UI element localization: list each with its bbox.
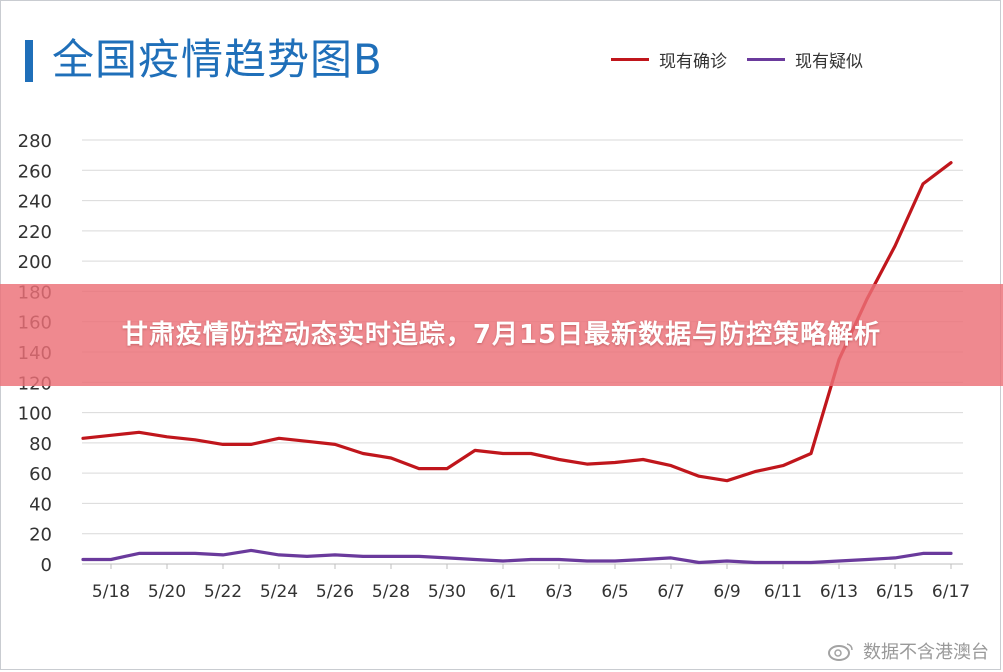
x-tick-label: 5/30 xyxy=(428,582,466,602)
y-tick-label: 40 xyxy=(29,494,52,515)
y-tick-label: 280 xyxy=(18,131,52,152)
x-tick-label: 5/26 xyxy=(316,582,354,602)
x-tick-label: 6/7 xyxy=(657,582,684,602)
x-tick-label: 6/9 xyxy=(713,582,740,602)
legend-swatch-suspected xyxy=(747,58,785,61)
series-line-suspected xyxy=(81,548,953,565)
y-tick-label: 20 xyxy=(29,525,52,546)
x-tick-label: 6/3 xyxy=(545,582,572,602)
legend-item-confirmed: 现有确诊 xyxy=(611,47,727,72)
y-tick-label: 200 xyxy=(18,252,52,273)
y-tick-label: 240 xyxy=(18,192,52,213)
x-tick-label: 6/13 xyxy=(820,582,858,602)
y-tick-label: 100 xyxy=(18,404,52,425)
x-tick-label: 5/20 xyxy=(148,582,186,602)
series-line-confirmed xyxy=(81,161,953,483)
y-tick-label: 80 xyxy=(29,434,52,455)
x-tick-label: 6/15 xyxy=(876,582,914,602)
x-tick-label: 5/18 xyxy=(92,582,130,602)
legend-item-suspected: 现有疑似 xyxy=(747,47,863,72)
y-tick-label: 60 xyxy=(29,464,52,485)
x-tick-label: 5/24 xyxy=(260,582,298,602)
x-tick-label: 5/28 xyxy=(372,582,410,602)
y-tick-label: 260 xyxy=(18,161,52,182)
x-tick-label: 6/5 xyxy=(601,582,628,602)
y-tick-label: 0 xyxy=(41,555,52,576)
watermark: 数据不含港澳台 xyxy=(827,638,989,664)
legend: 现有确诊 现有疑似 xyxy=(611,47,863,72)
title-accent-bar xyxy=(25,40,33,82)
x-tick-label: 6/17 xyxy=(932,582,970,602)
legend-label-suspected: 现有疑似 xyxy=(795,52,863,72)
watermark-text: 数据不含港澳台 xyxy=(863,642,989,663)
headline-text: 甘肃疫情防控动态实时追踪，7月15日最新数据与防控策略解析 xyxy=(121,320,882,350)
headline-banner: 甘肃疫情防控动态实时追踪，7月15日最新数据与防控策略解析 xyxy=(0,284,1003,386)
y-tick-label: 220 xyxy=(18,222,52,243)
x-tick-label: 6/1 xyxy=(489,582,516,602)
x-tick-label: 6/11 xyxy=(764,582,802,602)
legend-swatch-confirmed xyxy=(611,58,649,61)
weibo-icon xyxy=(827,641,855,661)
chart-title: 全国疫情趋势图B xyxy=(52,35,383,84)
legend-label-confirmed: 现有确诊 xyxy=(659,52,727,72)
x-tick-label: 5/22 xyxy=(204,582,242,602)
